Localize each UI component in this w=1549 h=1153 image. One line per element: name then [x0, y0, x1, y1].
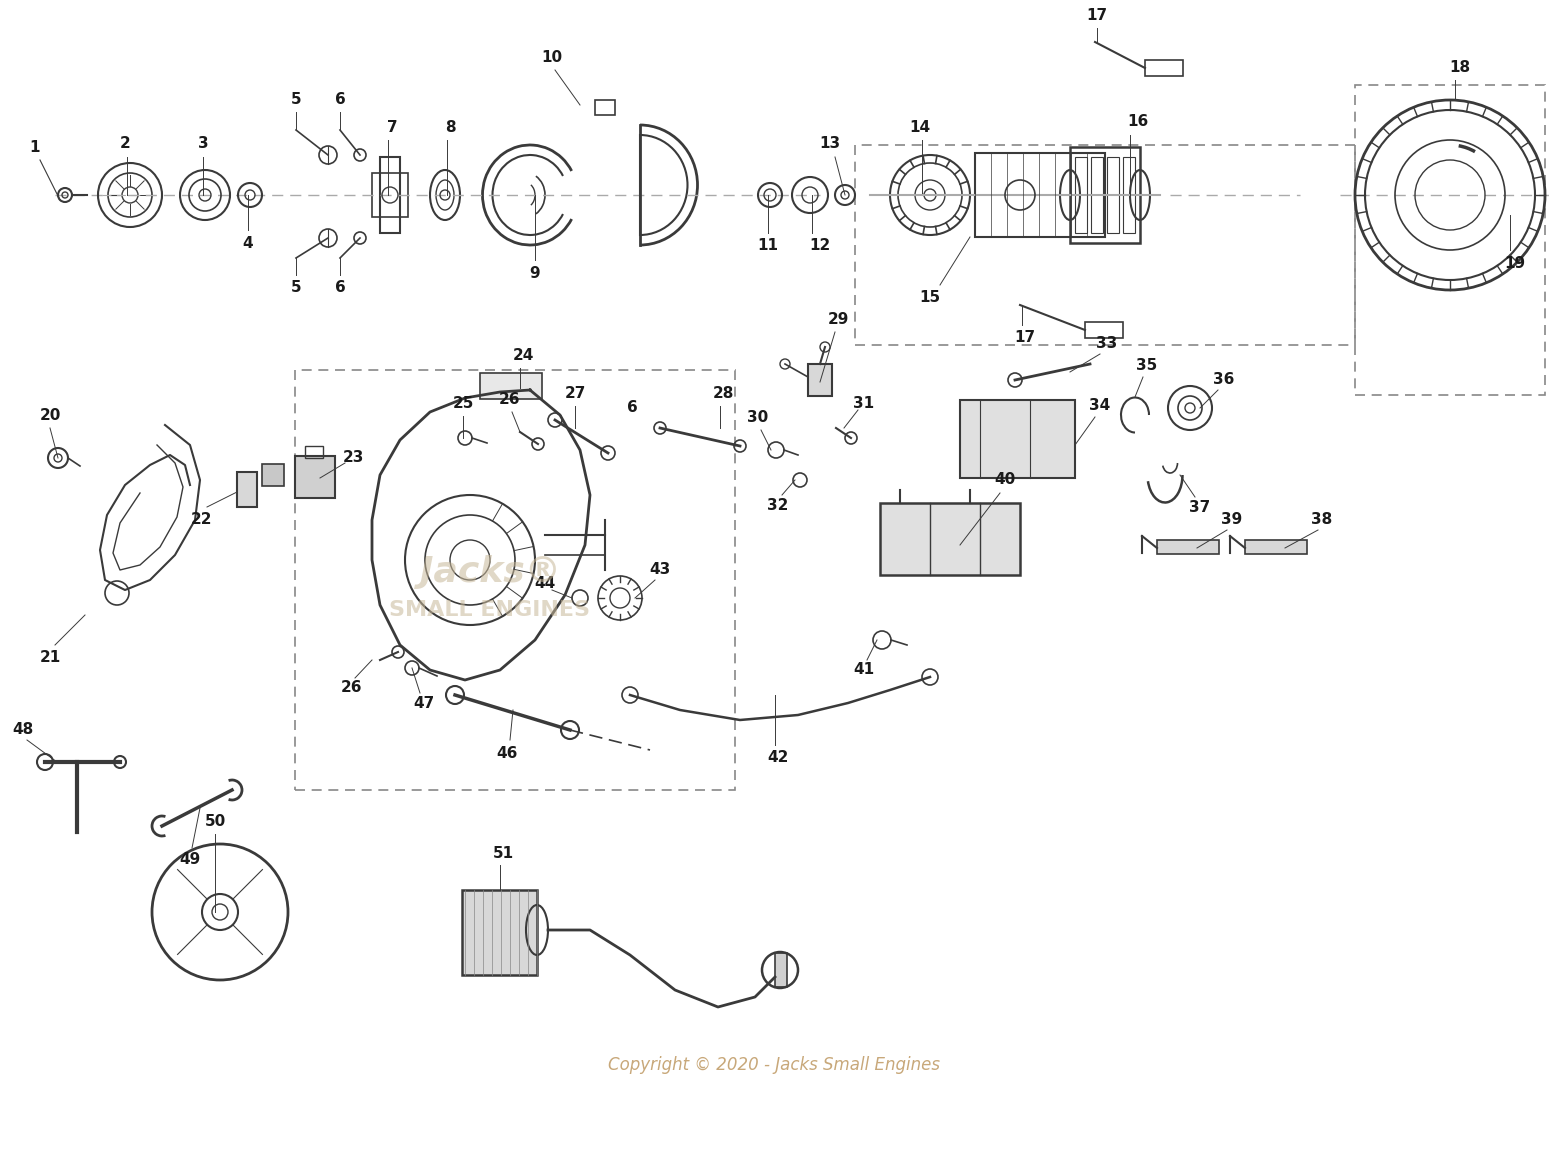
Text: 42: 42 — [767, 751, 788, 766]
Text: SMALL ENGINES: SMALL ENGINES — [389, 600, 590, 620]
Text: 17: 17 — [1015, 331, 1036, 346]
Bar — [262, 464, 283, 487]
Bar — [294, 455, 335, 498]
Text: 16: 16 — [1128, 114, 1149, 129]
Text: 50: 50 — [204, 814, 226, 829]
Bar — [1145, 60, 1183, 76]
Bar — [305, 446, 324, 458]
Bar — [1070, 146, 1140, 243]
Bar — [480, 374, 542, 399]
Text: 37: 37 — [1190, 499, 1211, 514]
Text: Copyright © 2020 - Jacks Small Engines: Copyright © 2020 - Jacks Small Engines — [609, 1056, 940, 1073]
Bar — [960, 400, 1075, 478]
Text: 22: 22 — [191, 512, 212, 528]
Text: 48: 48 — [12, 722, 34, 737]
Text: 40: 40 — [994, 473, 1016, 488]
Text: 1: 1 — [29, 140, 40, 155]
Text: 7: 7 — [387, 120, 397, 135]
Text: 24: 24 — [513, 347, 534, 362]
Text: 21: 21 — [39, 650, 60, 665]
Bar — [1108, 157, 1118, 233]
Text: 33: 33 — [1097, 337, 1118, 352]
Text: 5: 5 — [291, 280, 302, 295]
Text: 11: 11 — [757, 239, 779, 254]
Text: 39: 39 — [1221, 512, 1242, 528]
Bar — [595, 100, 615, 115]
Text: 34: 34 — [1089, 398, 1111, 413]
Bar — [1123, 157, 1135, 233]
Text: 25: 25 — [452, 395, 474, 410]
Text: 13: 13 — [819, 136, 841, 151]
Bar — [1157, 540, 1219, 553]
Text: 19: 19 — [1504, 256, 1526, 271]
Text: 5: 5 — [291, 92, 302, 107]
Text: 51: 51 — [493, 845, 514, 860]
Text: 36: 36 — [1213, 372, 1235, 387]
Text: 18: 18 — [1450, 60, 1470, 75]
Bar — [1355, 85, 1544, 395]
Text: 29: 29 — [827, 311, 849, 326]
Text: 43: 43 — [649, 563, 671, 578]
Bar — [1245, 540, 1307, 553]
Bar — [1084, 322, 1123, 338]
Text: 9: 9 — [530, 265, 541, 280]
Text: 6: 6 — [335, 92, 345, 107]
Text: 46: 46 — [496, 746, 517, 761]
Text: 38: 38 — [1312, 512, 1332, 528]
Bar — [462, 890, 538, 975]
Text: 35: 35 — [1137, 357, 1157, 372]
Bar — [809, 364, 832, 395]
Bar — [855, 145, 1355, 345]
Bar — [974, 153, 1104, 238]
Text: 49: 49 — [180, 852, 201, 867]
Bar — [372, 173, 407, 217]
Text: 26: 26 — [499, 392, 520, 407]
Bar — [294, 370, 734, 790]
Text: 26: 26 — [341, 680, 362, 695]
Text: 27: 27 — [564, 385, 586, 400]
Text: 10: 10 — [542, 50, 562, 65]
Text: 4: 4 — [243, 235, 254, 250]
Bar — [880, 503, 1019, 575]
Text: Jacks®: Jacks® — [420, 555, 561, 589]
Text: 3: 3 — [198, 136, 208, 151]
Bar — [1075, 157, 1087, 233]
Text: 32: 32 — [767, 497, 788, 512]
Text: 41: 41 — [853, 663, 875, 678]
Text: 44: 44 — [534, 575, 556, 590]
Text: 12: 12 — [810, 239, 830, 254]
Bar — [1090, 157, 1103, 233]
Bar — [380, 157, 400, 233]
Text: 6: 6 — [335, 280, 345, 295]
Text: 15: 15 — [920, 291, 940, 306]
Bar — [774, 954, 787, 987]
Text: 17: 17 — [1086, 8, 1108, 23]
Text: 30: 30 — [747, 410, 768, 425]
Text: 23: 23 — [342, 451, 364, 466]
Text: 14: 14 — [909, 120, 931, 135]
Text: 2: 2 — [119, 136, 130, 151]
Text: 31: 31 — [853, 395, 875, 410]
Text: 8: 8 — [445, 120, 455, 135]
Bar — [237, 472, 257, 507]
Text: 6: 6 — [627, 400, 637, 415]
Text: 47: 47 — [414, 695, 435, 710]
Text: 20: 20 — [39, 407, 60, 422]
Text: 28: 28 — [713, 385, 734, 400]
